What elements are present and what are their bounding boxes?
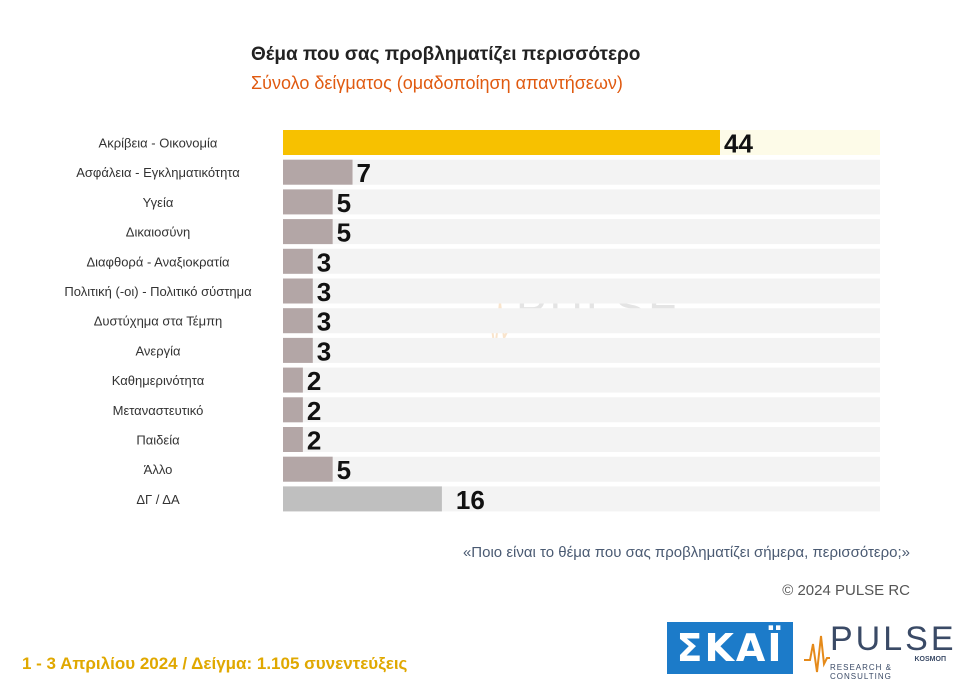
bar	[283, 308, 313, 334]
category-label: Ακρίβεια - Οικονομία	[99, 136, 218, 151]
bar-track	[283, 189, 880, 215]
category-label: Καθημερινότητα	[112, 373, 205, 388]
bar-track	[283, 219, 880, 245]
value-label: 44	[724, 129, 753, 159]
category-label: Πολιτική (-οι) - Πολιτικό σύστημα	[64, 284, 252, 299]
pulse-logo-text: PULSE	[830, 620, 957, 658]
bar-track	[283, 367, 880, 393]
category-label: Ανεργία	[135, 343, 181, 358]
pulse-logo-kosmon: KOSMOΠ	[914, 656, 947, 663]
copyright-note: © 2024 PULSE RC	[782, 582, 910, 599]
pulse-logo-subtext: RESEARCH & CONSULTING	[830, 663, 893, 681]
value-label: 5	[337, 218, 351, 248]
category-label: Διαφθορά - Αναξιοκρατία	[86, 254, 230, 269]
category-label: Δικαιοσύνη	[126, 225, 190, 240]
chart-title: Θέμα που σας προβληματίζει περισσότερο	[251, 44, 641, 65]
bar-track	[283, 337, 880, 363]
value-label: 3	[317, 307, 331, 337]
category-label: ΔΓ / ΔΑ	[136, 492, 180, 507]
bar	[283, 486, 442, 512]
bar-track	[283, 159, 880, 185]
survey-footer: 1 - 3 Απριλίου 2024 / Δείγμα: 1.105 συνε…	[22, 654, 408, 673]
chart-subtitle: Σύνολο δείγματος (ομαδοποίηση απαντήσεων…	[251, 73, 623, 93]
bar	[283, 278, 313, 304]
bar	[283, 130, 720, 155]
bar-track	[283, 456, 880, 482]
bar	[283, 367, 303, 393]
survey-question: «Ποιο είναι το θέμα που σας προβληματίζε…	[462, 544, 910, 561]
category-label: Ασφάλεια - Εγκληματικότητα	[76, 165, 240, 180]
value-label: 16	[456, 485, 485, 515]
category-label: Μεταναστευτικό	[113, 403, 204, 418]
bar-track	[283, 248, 880, 274]
bar-track	[283, 397, 880, 423]
bar-track	[283, 308, 880, 334]
bar	[283, 159, 353, 185]
value-label: 3	[317, 277, 331, 307]
category-label: Δυστύχημα στα Τέμπη	[94, 314, 223, 329]
value-label: 3	[317, 336, 331, 366]
bar	[283, 427, 303, 452]
value-label: 2	[307, 426, 321, 456]
value-label: 7	[357, 158, 371, 188]
bar-track	[283, 427, 880, 452]
bar	[283, 397, 303, 423]
value-label: 2	[307, 366, 321, 396]
skai-logo-text: ΣΚΑΪ	[676, 626, 784, 670]
category-label: Παιδεία	[136, 433, 180, 448]
value-label: 5	[337, 455, 351, 485]
bar	[283, 456, 333, 482]
bar	[283, 219, 333, 245]
bar	[283, 189, 333, 215]
category-label: Άλλο	[144, 462, 173, 477]
bar	[283, 248, 313, 274]
value-label: 3	[317, 247, 331, 277]
value-label: 5	[337, 188, 351, 218]
bar-track	[283, 278, 880, 304]
pulse-logo: PULSE KOSMOΠ RESEARCH & CONSULTING	[804, 620, 954, 681]
skai-logo: ΣΚΑΪ	[667, 622, 793, 674]
value-label: 2	[307, 396, 321, 426]
pulse-logo-icon	[804, 635, 830, 673]
category-label: Υγεία	[143, 195, 174, 210]
bar-chart: Ακρίβεια - Οικονομία 44 Ασφάλεια - Εγκλημα…	[64, 129, 880, 515]
bar	[283, 337, 313, 363]
